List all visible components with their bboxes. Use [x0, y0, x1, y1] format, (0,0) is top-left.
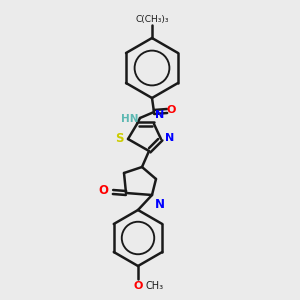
Text: S: S — [116, 131, 124, 145]
Text: N: N — [165, 133, 174, 143]
Text: O: O — [166, 105, 176, 115]
Text: N: N — [155, 110, 164, 120]
Text: N: N — [155, 198, 165, 211]
Text: CH₃: CH₃ — [146, 281, 164, 291]
Text: HN: HN — [121, 114, 138, 124]
Text: C(CH₃)₃: C(CH₃)₃ — [135, 15, 169, 24]
Text: O: O — [133, 281, 143, 291]
Text: O: O — [98, 184, 108, 197]
